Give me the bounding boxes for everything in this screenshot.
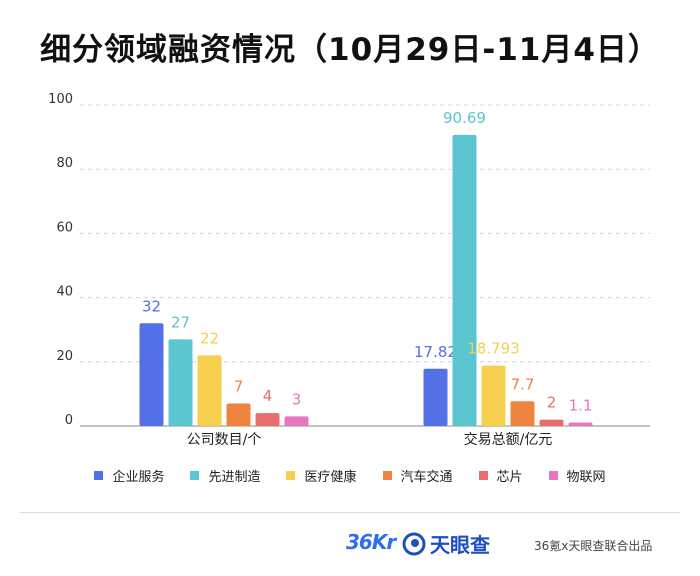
data-label: 22: [200, 329, 219, 347]
legend-item: 汽车交通: [382, 466, 453, 485]
bar: [168, 339, 193, 426]
footer: 36Kr 天眼查 36氪x天眼查联合出品: [0, 528, 700, 560]
bar: [139, 323, 164, 426]
data-label: 90.69: [443, 109, 486, 127]
legend-item: 物联网: [548, 466, 606, 485]
bar: [284, 416, 309, 426]
legend-label: 汽车交通: [400, 470, 453, 485]
legend-label: 企业服务: [112, 470, 165, 485]
bar-chart: 0 20 40 60 80 100 32 27 22 7 4 3 公司数目/个 17.82 90.69 18.…: [48, 92, 650, 448]
legend-item: 先进制造: [190, 466, 260, 485]
data-label: 17.82: [414, 343, 457, 361]
bar: [423, 368, 448, 426]
legend-swatch: [478, 471, 488, 480]
y-tick-label: 60: [56, 220, 73, 235]
footer-divider: [20, 512, 680, 513]
data-label: 3: [292, 390, 302, 408]
data-label: 27: [171, 313, 190, 331]
data-label: 2: [547, 394, 557, 412]
bar: [255, 413, 280, 426]
data-label: 1.1: [569, 396, 593, 414]
x-category-label: 交易总额/亿元: [464, 431, 553, 448]
legend-swatch: [548, 471, 558, 480]
y-tick-label: 80: [56, 156, 73, 171]
bar: [197, 355, 222, 426]
bar: [568, 422, 593, 426]
legend-label: 先进制造: [208, 470, 261, 485]
logo-36kr: 36Kr: [346, 530, 396, 554]
legend-label: 医疗健康: [304, 470, 357, 485]
credit-text: 36氪x天眼查联合出品: [534, 539, 653, 553]
logo-tianyancha: 天眼查: [402, 529, 490, 558]
data-label: 4: [263, 387, 273, 405]
legend-item: 芯片: [478, 466, 523, 485]
data-label: 7.7: [511, 375, 535, 393]
legend-swatch: [382, 471, 392, 480]
y-tick-label: 20: [56, 349, 73, 364]
y-tick-label: 100: [48, 92, 73, 107]
chart-legend: 企业服务 先进制造 医疗健康 汽车交通 芯片 物联网: [0, 466, 700, 485]
legend-swatch: [94, 471, 104, 480]
data-label: 7: [234, 378, 244, 396]
legend-item: 企业服务: [94, 466, 164, 485]
tianyancha-eye-icon: [402, 532, 426, 555]
legend-swatch: [286, 471, 296, 480]
legend-label: 物联网: [566, 470, 606, 485]
legend-swatch: [190, 471, 200, 480]
data-label: 32: [142, 297, 161, 315]
legend-label: 芯片: [496, 470, 523, 485]
y-tick-label: 0: [65, 413, 73, 428]
y-tick-label: 40: [56, 285, 73, 300]
bar: [539, 419, 564, 426]
tianyancha-text: 天眼查: [430, 533, 490, 557]
data-label: 18.793: [467, 340, 520, 358]
x-category-label: 公司数目/个: [187, 432, 262, 448]
bar: [452, 134, 477, 426]
chart-title: 细分领域融资情况（10月29日-11月4日）: [40, 32, 660, 68]
bar: [226, 403, 251, 426]
bar: [510, 401, 535, 426]
bar: [481, 365, 506, 426]
legend-item: 医疗健康: [286, 466, 357, 485]
